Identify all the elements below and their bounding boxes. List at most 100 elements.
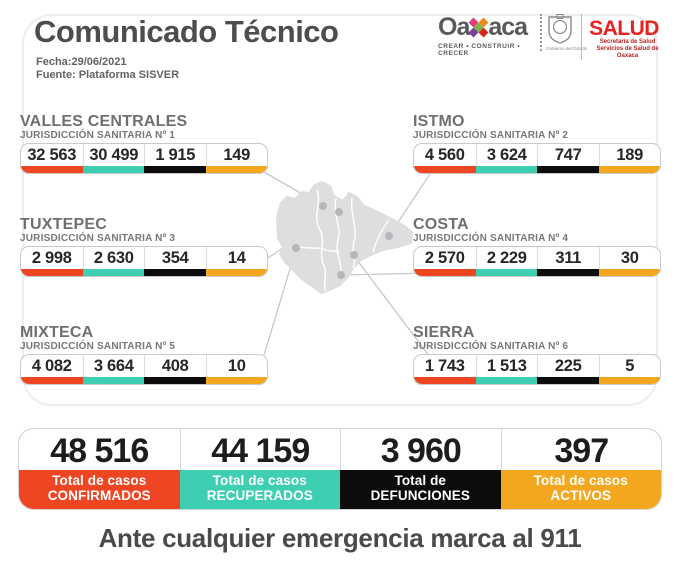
- recovered-value: 3 624: [475, 144, 538, 166]
- deaths-strip: [537, 166, 599, 173]
- region-name: MIXTECA: [20, 324, 94, 341]
- recovered-cell: 30 499: [82, 144, 145, 173]
- confirmed-strip: [21, 377, 83, 384]
- deaths-cell: 747: [537, 144, 599, 173]
- deaths-cell: 1 915: [144, 144, 206, 173]
- totals-bar: 48 516 Total de casos CONFIRMADOS 44 159…: [18, 428, 662, 510]
- crest-caption: Gobierno del Estado: [546, 46, 588, 51]
- total-confirmed-label: Total de casos CONFIRMADOS: [19, 470, 180, 509]
- deaths-cell: 311: [537, 247, 599, 276]
- total-deaths-value: 3 960: [340, 429, 501, 470]
- recovered-cell: 1 513: [475, 355, 537, 384]
- region-stats-box: 2 998 2 630 354 14: [20, 246, 268, 277]
- recovered-value: 2 630: [82, 247, 145, 269]
- confirmed-cell: 1 743: [414, 355, 476, 384]
- confirmed-strip: [21, 269, 83, 276]
- label-line2: CONFIRMADOS: [47, 488, 151, 503]
- active-cell: 189: [598, 144, 660, 173]
- dot-costa: [337, 271, 345, 279]
- deaths-cell: 354: [144, 247, 206, 276]
- total-confirmed: 48 516 Total de casos CONFIRMADOS: [19, 429, 180, 509]
- deaths-value: 408: [144, 355, 206, 377]
- page-title: Comunicado Técnico: [34, 14, 339, 49]
- region-valles-centrales: VALLES CENTRALES JURISDICCIÓN SANITARIA …: [20, 113, 268, 174]
- confirmed-value: 2 570: [424, 249, 465, 267]
- region-istmo: ISTMO JURISDICCIÓN SANITARIA Nº 2 4 560 …: [413, 113, 661, 174]
- district-borders: [295, 189, 390, 292]
- active-value: 10: [205, 355, 268, 377]
- salud-subtitle-2: Servicios de Salud de Oaxaca: [596, 46, 659, 59]
- recovered-strip: [475, 377, 537, 384]
- region-jurisdiction: JURISDICCIÓN SANITARIA Nº 4: [413, 233, 569, 244]
- active-strip: [598, 377, 660, 384]
- deaths-cell: 225: [537, 355, 599, 384]
- label-line2: RECUPERADOS: [206, 488, 313, 503]
- region-stats-box: 4 560 3 624 747 189: [413, 143, 661, 174]
- active-value: 14: [205, 247, 268, 269]
- region-tuxtepec: TUXTEPEC JURISDICCIÓN SANITARIA Nº 3 2 9…: [20, 216, 268, 277]
- recovered-cell: 2 630: [82, 247, 145, 276]
- region-name: SIERRA: [413, 324, 475, 341]
- confirmed-value: 4 082: [31, 357, 72, 375]
- region-name: TUXTEPEC: [20, 216, 107, 233]
- active-value: 30: [598, 247, 661, 269]
- dot-mixteca: [292, 244, 300, 252]
- recovered-strip: [82, 377, 144, 384]
- recovered-value: 30 499: [82, 144, 145, 166]
- dot-valles-centrales: [319, 202, 327, 210]
- confirmed-strip: [414, 166, 476, 173]
- map-dots: [292, 202, 393, 279]
- active-cell: 149: [205, 144, 267, 173]
- logo-bar: Oa aca CREAR • CONSTRUIR • CRECER Gobiern…: [438, 14, 666, 64]
- region-jurisdiction: JURISDICCIÓN SANITARIA Nº 5: [20, 341, 176, 352]
- active-cell: 14: [205, 247, 268, 276]
- region-stats-box: 32 563 30 499 1 915 149: [20, 143, 268, 174]
- emergency-notice: Ante cualquier emergencia marca al 911: [98, 523, 582, 553]
- label-line1: Total de casos: [533, 473, 628, 488]
- label-line2: DEFUNCIONES: [370, 488, 470, 503]
- deaths-value: 225: [537, 355, 599, 377]
- state-crest-icon: Gobierno del Estado: [540, 14, 588, 51]
- active-cell: 10: [205, 355, 268, 384]
- confirmed-cell: 2 998: [21, 247, 83, 276]
- oaxaca-x-icon: [468, 17, 489, 37]
- connector-sierra: [353, 255, 431, 358]
- region-name: VALLES CENTRALES: [20, 113, 188, 130]
- recovered-strip: [475, 166, 537, 173]
- date-label: Fecha:29/06/2021: [36, 56, 127, 68]
- region-costa: COSTA JURISDICCIÓN SANITARIA Nº 4 2 570 …: [413, 216, 661, 277]
- dot-tuxtepec: [335, 208, 343, 216]
- total-confirmed-value: 48 516: [50, 432, 149, 470]
- total-recovered-label: Total de casos RECUPERADOS: [179, 470, 340, 509]
- oaxaca-wordmark: Oa aca: [438, 14, 532, 40]
- recovered-value: 3 664: [82, 355, 145, 377]
- region-jurisdiction: JURISDICCIÓN SANITARIA Nº 1: [20, 130, 176, 141]
- recovered-strip: [475, 269, 537, 276]
- oaxaca-logo: Oa aca CREAR • CONSTRUIR • CRECER: [438, 14, 532, 57]
- total-deaths: 3 960 Total de DEFUNCIONES: [340, 429, 501, 509]
- recovered-strip: [82, 166, 144, 173]
- total-recovered: 44 159 Total de casos RECUPERADOS: [179, 429, 341, 509]
- region-stats-box: 4 082 3 664 408 10: [20, 354, 268, 385]
- region-jurisdiction: JURISDICCIÓN SANITARIA Nº 6: [413, 341, 569, 352]
- salud-logo: SALUD Secretaría de Salud Servicios de S…: [581, 14, 666, 60]
- confirmed-cell: 2 570: [414, 247, 476, 276]
- total-deaths-label: Total de DEFUNCIONES: [340, 470, 501, 509]
- active-strip: [598, 269, 660, 276]
- salud-subtitle-1: Secretaría de Salud: [599, 39, 656, 45]
- deaths-strip: [537, 377, 599, 384]
- deaths-strip: [144, 269, 206, 276]
- salud-title: SALUD: [589, 17, 659, 40]
- label-line1: Total de: [394, 473, 447, 488]
- deaths-value: 1 915: [144, 144, 206, 166]
- confirmed-strip: [21, 166, 83, 173]
- recovered-cell: 3 624: [475, 144, 538, 173]
- oaxaca-wordmark-post: aca: [488, 13, 528, 41]
- total-recovered-value: 44 159: [179, 429, 341, 470]
- region-jurisdiction: JURISDICCIÓN SANITARIA Nº 3: [20, 233, 176, 244]
- active-strip: [205, 166, 267, 173]
- active-cell: 5: [598, 355, 660, 384]
- region-name: COSTA: [413, 216, 469, 233]
